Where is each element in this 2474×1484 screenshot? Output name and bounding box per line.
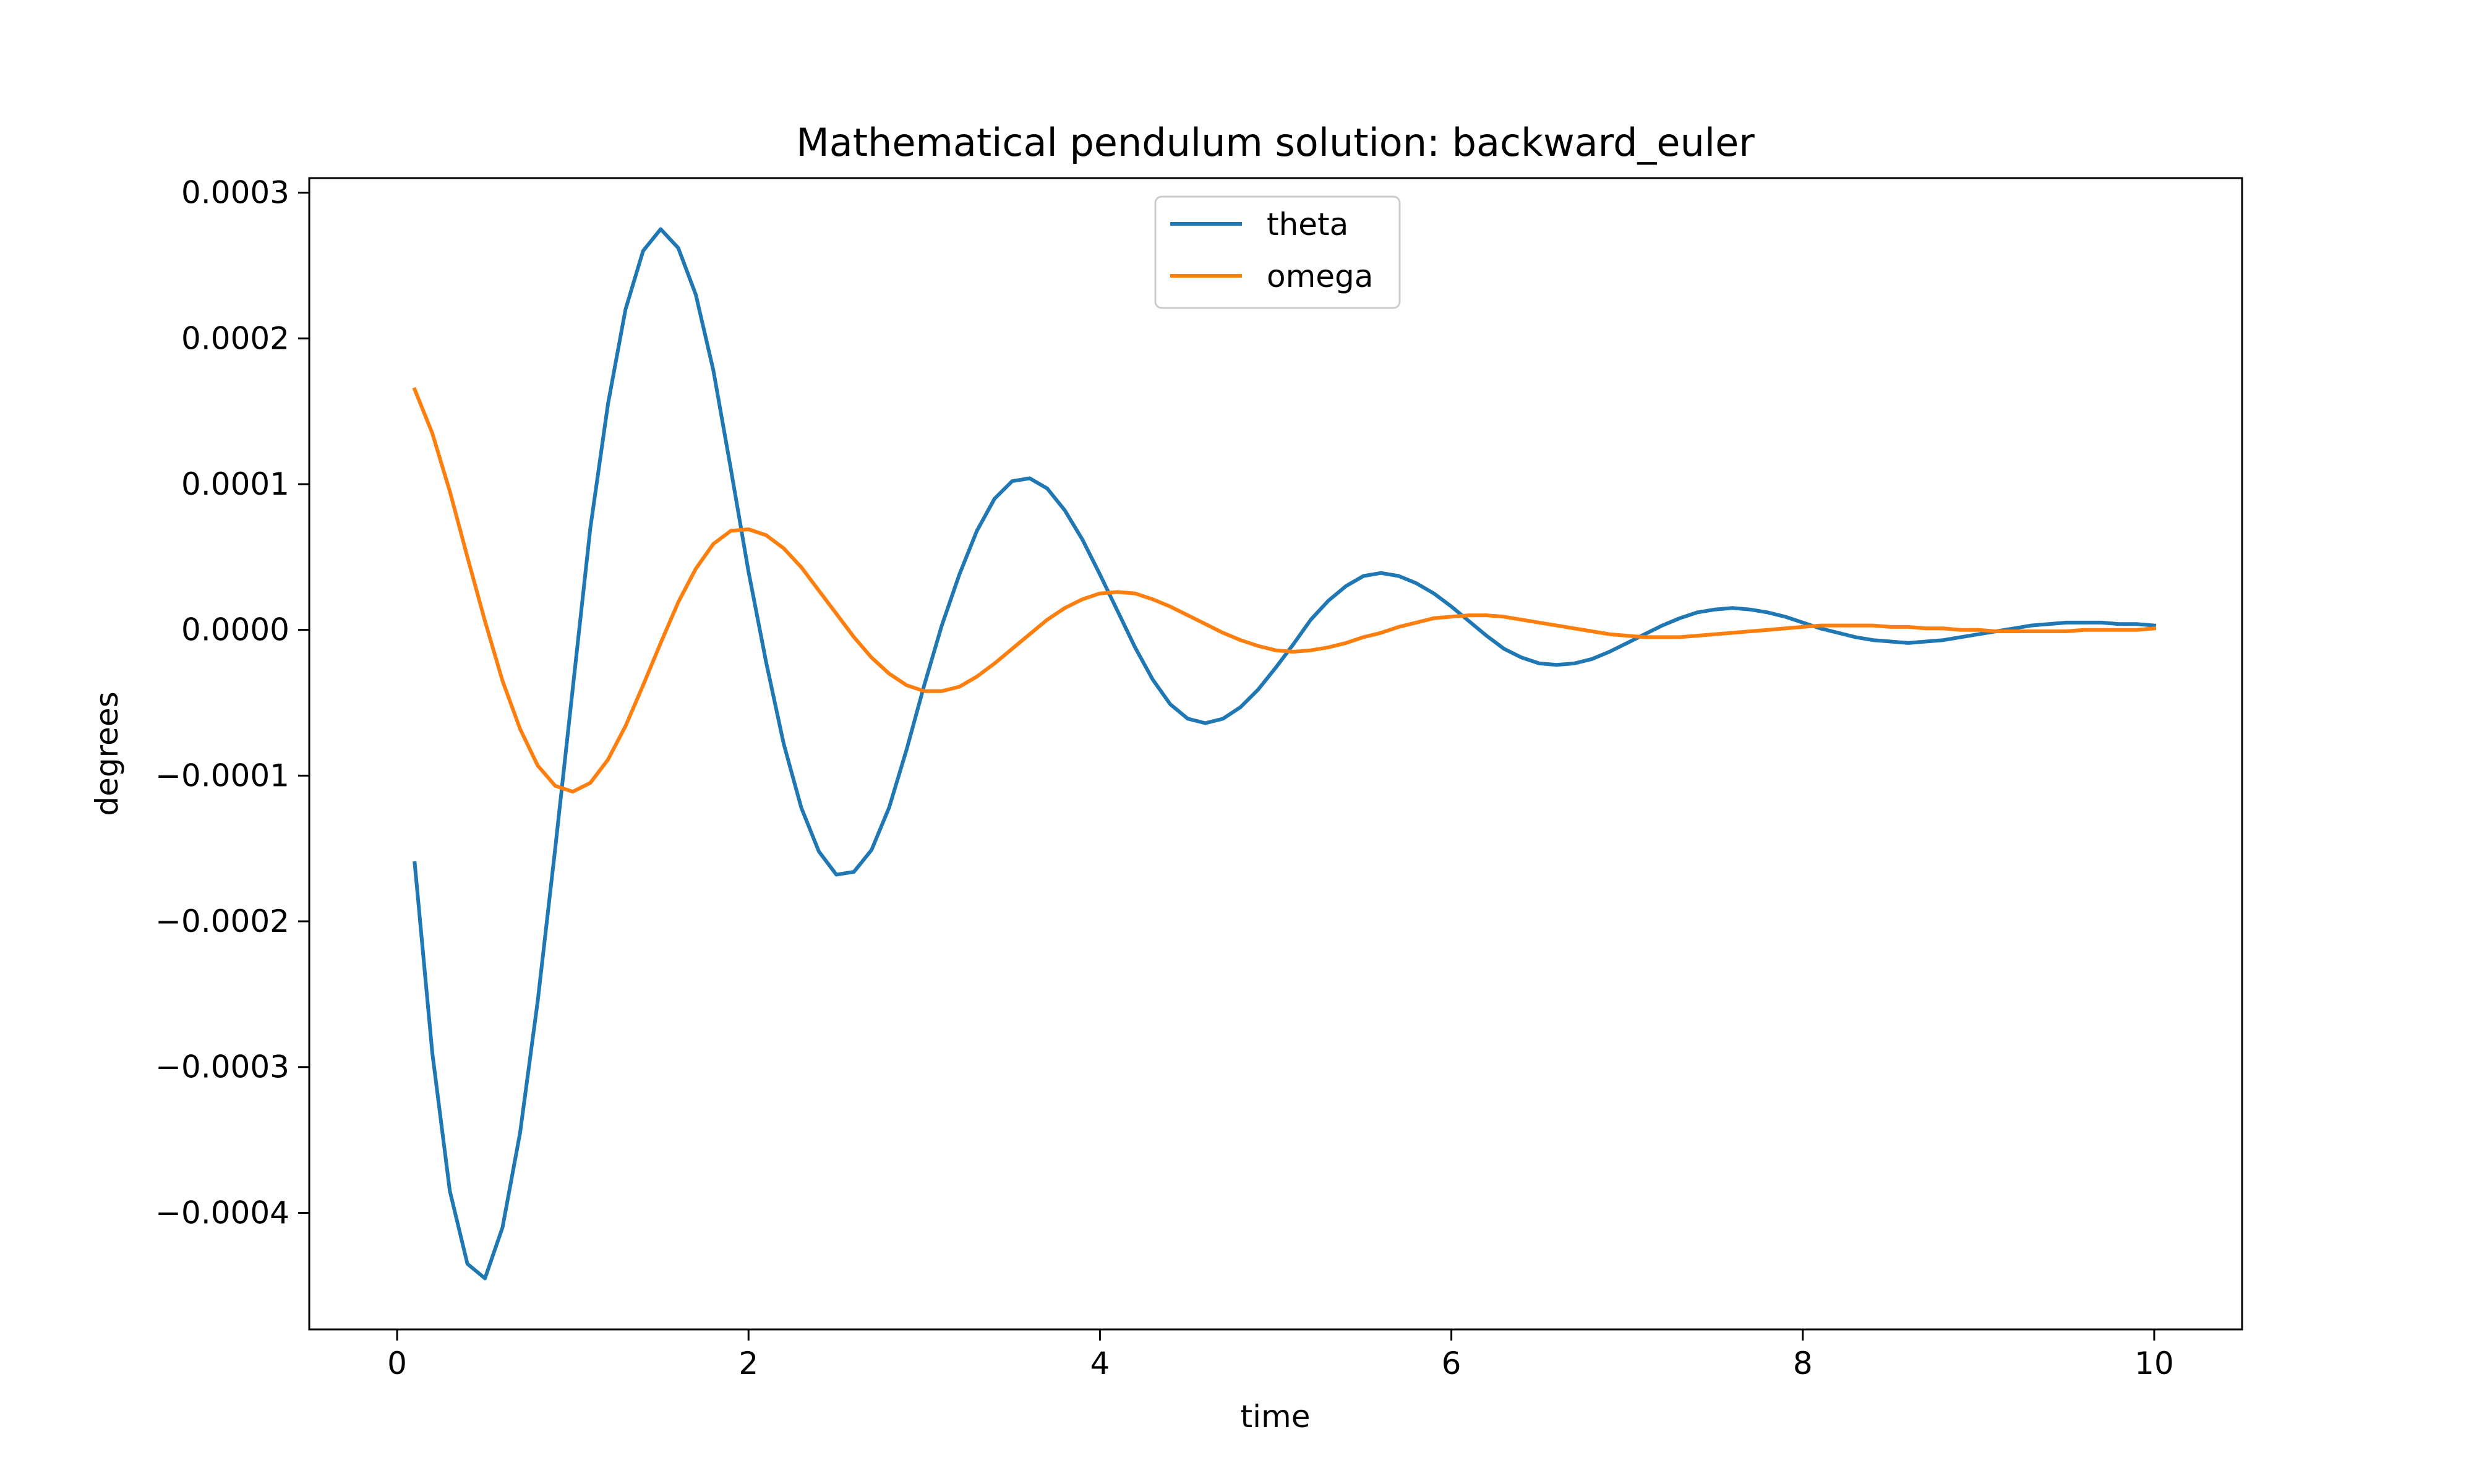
y-tick-label: 0.0001	[181, 466, 289, 502]
plot-lines	[412, 227, 2157, 1281]
x-tick-label: 4	[1090, 1345, 1110, 1381]
legend-label-omega: omega	[1267, 258, 1373, 294]
y-tick-label: −0.0001	[155, 757, 289, 793]
legend-label-theta: theta	[1267, 207, 1348, 242]
y-axis-ticks: 0.0003 0.0002 0.0001 0.0000 −0.0001 −0.0002 −0…	[155, 175, 309, 1230]
y-tick-label: 0.0003	[181, 175, 289, 211]
series-line-theta	[413, 227, 2157, 1281]
x-tick-label: 10	[2134, 1345, 2174, 1381]
x-tick-label: 2	[738, 1345, 758, 1381]
x-axis-label: time	[1241, 1399, 1311, 1435]
y-axis-label: degrees	[89, 691, 125, 816]
chart-title: Mathematical pendulum solution: backward…	[796, 120, 1755, 165]
x-tick-label: 0	[387, 1345, 407, 1381]
y-tick-label: −0.0003	[155, 1049, 289, 1085]
legend: theta omega	[1154, 195, 1401, 309]
series-line-omega	[412, 386, 2157, 794]
plot-frame	[308, 177, 2243, 1331]
y-tick-label: −0.0004	[155, 1195, 289, 1230]
x-tick-label: 6	[1442, 1345, 1462, 1381]
y-tick-label: −0.0002	[155, 903, 289, 939]
x-axis-ticks: 0 2 4 6 8 10	[387, 1329, 2174, 1381]
x-tick-label: 8	[1793, 1345, 1813, 1381]
y-tick-label: 0.0000	[181, 612, 289, 648]
y-tick-label: 0.0002	[181, 320, 289, 356]
